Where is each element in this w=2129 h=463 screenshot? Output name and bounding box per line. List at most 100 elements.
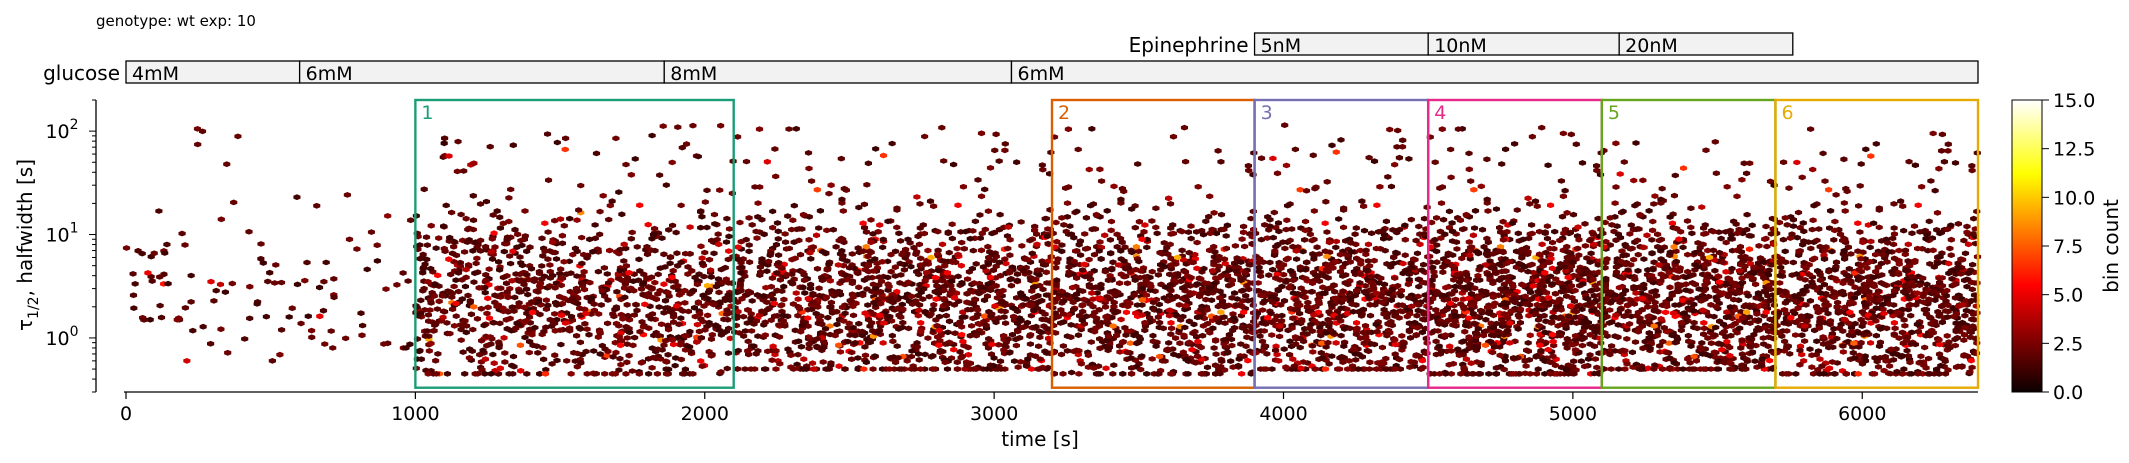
hexbin-cell bbox=[426, 307, 434, 313]
hexbin-cell bbox=[984, 208, 992, 214]
hexbin-cell bbox=[756, 264, 764, 270]
hexbin-cell bbox=[629, 342, 637, 349]
hexbin-cell bbox=[594, 268, 602, 275]
hexbin-cell bbox=[458, 277, 466, 283]
hexbin-cell bbox=[832, 243, 840, 250]
hexbin-cell bbox=[725, 226, 734, 232]
hexbin-cell bbox=[904, 279, 912, 286]
hexbin-cell bbox=[1538, 241, 1546, 248]
hexbin-cell bbox=[972, 366, 980, 372]
hexbin-cell bbox=[863, 286, 871, 292]
hexbin-cell bbox=[342, 335, 350, 342]
hexbin-cell bbox=[576, 326, 584, 332]
hexbin-cell bbox=[861, 344, 869, 350]
hexbin-cell bbox=[825, 190, 833, 197]
hexbin-cell bbox=[536, 311, 544, 318]
hexbin-cell bbox=[750, 343, 758, 350]
hexbin-cell bbox=[648, 345, 656, 351]
hexbin-cell bbox=[539, 253, 547, 259]
hexbin-cell bbox=[761, 319, 769, 326]
hexbin-cell bbox=[954, 366, 962, 372]
hexbin-cell bbox=[609, 353, 617, 360]
hexbin-cell bbox=[880, 152, 888, 159]
hexbin-cell bbox=[580, 268, 588, 275]
hexbin-cell bbox=[710, 301, 718, 308]
hexbin-cell bbox=[228, 280, 236, 287]
hexbin-cell bbox=[665, 326, 673, 333]
hexbin-cell bbox=[561, 320, 569, 326]
hexbin-cell bbox=[423, 242, 431, 248]
hexbin-cell bbox=[603, 271, 611, 277]
epinephrine-bar: Epinephrine 5nM 10nM 20nM bbox=[1129, 32, 1794, 57]
hexbin-cell bbox=[734, 134, 742, 140]
hexbin-cell bbox=[701, 327, 709, 333]
hexbin-cell bbox=[1134, 161, 1142, 167]
hexbin-cell bbox=[846, 264, 854, 271]
hexbin-cell bbox=[1570, 358, 1578, 365]
hexbin-cell bbox=[590, 348, 598, 354]
hexbin-cell bbox=[1382, 218, 1390, 225]
hexbin-cell bbox=[643, 293, 651, 300]
hexbin-cell bbox=[792, 125, 800, 132]
hexbin-cell bbox=[651, 279, 659, 286]
hexbin-cell bbox=[996, 358, 1005, 365]
hexbin-cell bbox=[1524, 340, 1532, 346]
hexbin-cell bbox=[138, 250, 146, 257]
hexbin-cell bbox=[742, 158, 751, 165]
hexbin-cell bbox=[715, 241, 723, 248]
stimulus-segment-label: 10nM bbox=[1434, 35, 1487, 57]
hexbin-cell bbox=[1270, 209, 1278, 216]
hexbin-cell bbox=[964, 351, 972, 358]
hexbin-cell bbox=[581, 320, 589, 327]
hexbin-cell bbox=[932, 296, 940, 302]
hexbin-cell bbox=[623, 359, 631, 366]
hexbin-cell bbox=[1193, 239, 1201, 246]
hexbin-cell bbox=[779, 318, 787, 324]
hexbin-cell bbox=[596, 328, 604, 335]
hexbin-cell bbox=[854, 245, 862, 251]
hexbin-cell bbox=[908, 293, 916, 300]
hexbin-cell bbox=[130, 305, 138, 311]
hexbin-cell bbox=[440, 223, 448, 229]
hexbin-cell bbox=[970, 280, 978, 286]
hexbin-cell bbox=[596, 208, 604, 215]
hexbin-cell bbox=[1043, 325, 1051, 332]
hexbin-cell bbox=[968, 265, 976, 272]
hexbin-cell bbox=[461, 249, 469, 255]
hexbin-cell bbox=[772, 366, 780, 372]
hexbin-cell bbox=[505, 195, 513, 201]
hexbin-cell bbox=[767, 317, 775, 324]
hexbin-cell bbox=[1492, 206, 1500, 212]
hexbin-cell bbox=[330, 276, 338, 282]
hexbin-cell bbox=[836, 328, 844, 334]
hexbin-cell bbox=[667, 254, 675, 260]
hexbin-cell bbox=[1439, 269, 1447, 276]
hexbin-cell bbox=[972, 332, 980, 339]
hexbin-cell bbox=[546, 268, 554, 275]
hexbin-cell bbox=[523, 272, 531, 278]
hexbin-cell bbox=[1269, 155, 1277, 162]
hexbin-cell bbox=[1107, 227, 1115, 234]
hexbin-cell bbox=[801, 290, 809, 296]
hexbin-cell bbox=[617, 361, 625, 368]
hexbin-cell bbox=[373, 242, 381, 249]
hexbin-cell bbox=[820, 344, 828, 351]
hexbin-cell bbox=[1337, 332, 1345, 339]
hexbin-cell bbox=[557, 266, 565, 272]
hexbin-cell bbox=[760, 293, 768, 299]
hexbin-cell bbox=[427, 265, 435, 272]
hexbin-cell bbox=[470, 160, 478, 167]
hexbin-cell bbox=[736, 219, 744, 226]
hexbin-cell bbox=[425, 348, 433, 354]
hexbin-cell bbox=[501, 350, 509, 356]
hexbin-cell bbox=[212, 287, 220, 294]
hexbin-cell bbox=[836, 349, 844, 355]
hexbin-cell bbox=[1258, 155, 1266, 162]
hexbin-cell bbox=[913, 344, 921, 350]
hexbin-cell bbox=[508, 277, 516, 284]
hexbin-cell bbox=[659, 123, 667, 129]
hexbin-cell bbox=[367, 229, 375, 235]
hexbin-cell bbox=[665, 366, 673, 373]
hexbin-cell bbox=[541, 370, 550, 377]
hexbin-cell bbox=[885, 283, 893, 290]
